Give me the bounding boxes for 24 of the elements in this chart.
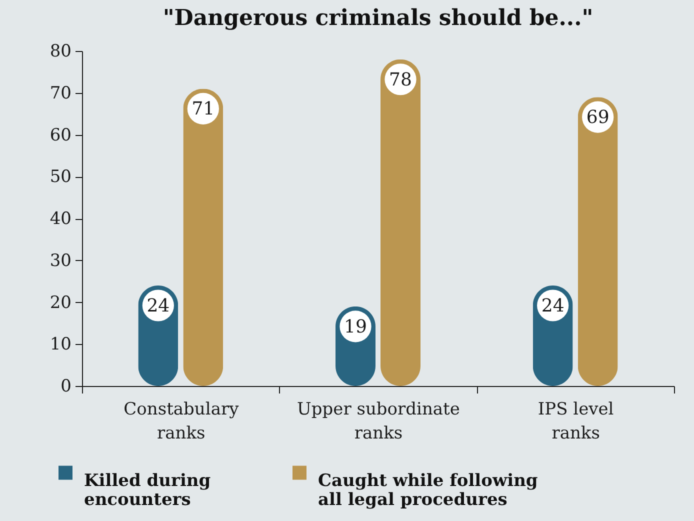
legend-label: Caught while following all legal procedures [318, 470, 538, 510]
y-tick-label: 80 [50, 42, 72, 62]
data-label: 24 [541, 296, 564, 316]
legend-label: Killed during encounters [84, 470, 211, 510]
y-tick-label: 50 [50, 167, 72, 188]
data-label: 19 [344, 316, 367, 338]
chart-title: "Dangerous criminals should be..." [162, 5, 594, 31]
y-tick-label: 10 [50, 334, 72, 355]
x-tick-label: Upper subordinate ranks [297, 400, 460, 444]
bar [183, 88, 224, 386]
data-label: 69 [586, 107, 610, 128]
x-tick-label: Constabulary ranks [124, 400, 240, 444]
data-label: 71 [192, 98, 215, 120]
bar [578, 97, 618, 386]
y-tick-label: 70 [50, 83, 72, 104]
bar [380, 59, 420, 386]
y-tick-label: 30 [50, 250, 72, 271]
y-tick-label: 20 [50, 292, 72, 313]
y-tick-label: 60 [50, 125, 72, 146]
y-tick-label: 40 [50, 209, 72, 229]
x-tick-label: IPS level ranks [538, 400, 614, 444]
y-tick-label: 0 [60, 376, 72, 396]
data-label: 24 [146, 296, 170, 316]
data-label: 78 [389, 69, 412, 90]
